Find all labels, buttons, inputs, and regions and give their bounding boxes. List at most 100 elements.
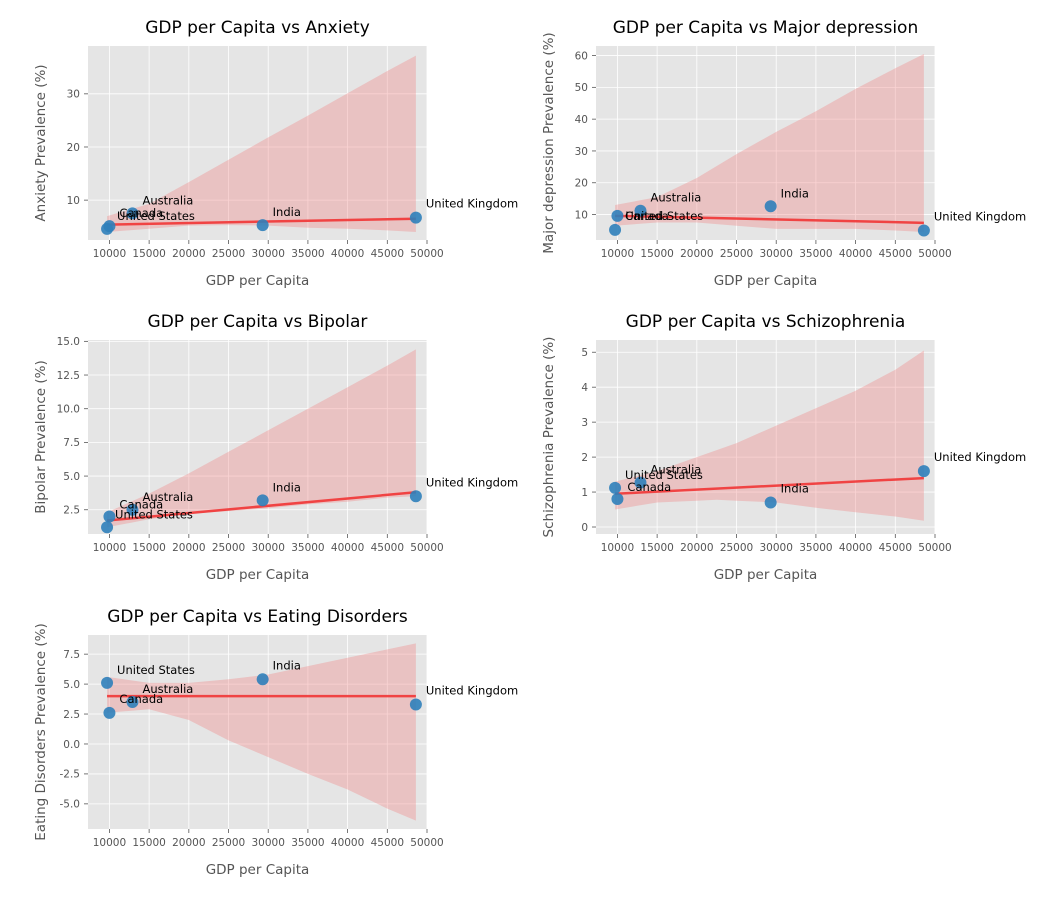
x-tick-label: 25000 (212, 542, 245, 554)
point-united-kingdom (409, 698, 422, 711)
y-tick-label: 5.0 (63, 471, 80, 483)
point-india (256, 494, 269, 507)
point-label-united-states: United States (117, 663, 195, 677)
x-tick-label: 20000 (172, 837, 205, 849)
regression-line (106, 490, 416, 522)
point-canada (611, 493, 624, 506)
x-tick-label: 20000 (680, 542, 713, 554)
x-tick-label: 20000 (680, 248, 713, 260)
chart-title: GDP per Capita vs Bipolar (148, 312, 368, 332)
point-label-australia: Australia (650, 463, 701, 477)
x-tick-label: 10000 (93, 248, 126, 260)
point-label-australia: Australia (142, 193, 193, 207)
x-tick-label: 10000 (93, 837, 126, 849)
y-axis-label: Schizophrenia Prevalence (%) (541, 337, 557, 538)
regression-line (615, 214, 924, 225)
y-axis-label: Eating Disorders Prevalence (%) (33, 623, 49, 840)
x-tick-label: 35000 (799, 542, 832, 554)
point-label-canada: Canada (119, 206, 163, 220)
x-tick-label: 10000 (601, 248, 634, 260)
x-axis-label: GDP per Capita (714, 273, 818, 289)
chart-title: GDP per Capita vs Schizophrenia (626, 312, 906, 332)
point-australia (126, 207, 139, 220)
y-tick-label: 40 (575, 114, 588, 126)
point-label-canada: Canada (625, 209, 669, 223)
x-tick-label: 40000 (331, 542, 364, 554)
point-label-united-states: United States (625, 468, 703, 482)
y-tick-label: 2.5 (63, 505, 80, 517)
point-label-india: India (273, 658, 301, 672)
point-label-india: India (273, 480, 301, 494)
confidence-band (107, 55, 416, 232)
chart-title: GDP per Capita vs Eating Disorders (107, 607, 408, 627)
x-tick-label: 25000 (720, 542, 753, 554)
y-tick-label: 4 (581, 382, 588, 394)
x-tick-label: 15000 (132, 542, 165, 554)
x-tick-label: 30000 (252, 248, 285, 260)
point-label-australia: Australia (142, 682, 193, 696)
x-tick-label: 45000 (371, 837, 404, 849)
y-tick-label: 1 (581, 487, 588, 499)
y-axis-label: Major depression Prevalence (%) (541, 32, 557, 253)
point-united-states (101, 521, 114, 534)
y-tick-label: 60 (575, 50, 588, 62)
point-canada (103, 706, 116, 719)
x-tick-label: 15000 (640, 248, 673, 260)
confidence-band (107, 643, 416, 821)
x-tick-label: 15000 (132, 248, 165, 260)
x-tick-label: 45000 (371, 542, 404, 554)
x-tick-label: 35000 (291, 248, 324, 260)
x-tick-label: 30000 (760, 542, 793, 554)
point-australia (126, 503, 139, 516)
point-label-australia: Australia (650, 191, 701, 205)
y-tick-label: 7.5 (63, 437, 80, 449)
point-india (764, 200, 777, 213)
point-label-united-states: United States (117, 209, 195, 223)
point-label-united-kingdom: United Kingdom (426, 683, 518, 697)
x-tick-label: 10000 (601, 542, 634, 554)
x-tick-label: 35000 (799, 248, 832, 260)
y-tick-label: 10 (67, 195, 80, 207)
point-label-india: India (781, 482, 809, 496)
y-tick-label: 0 (581, 522, 588, 534)
chart-title: GDP per Capita vs Anxiety (145, 18, 370, 38)
x-tick-label: 25000 (212, 248, 245, 260)
x-tick-label: 40000 (331, 837, 364, 849)
point-label-australia: Australia (142, 490, 193, 504)
point-canada (103, 220, 116, 233)
plot-area (88, 46, 427, 240)
confidence-band (615, 54, 924, 232)
y-tick-label: 2 (581, 452, 588, 464)
x-tick-label: 30000 (252, 542, 285, 554)
y-tick-label: 30 (575, 146, 588, 158)
point-australia (126, 696, 139, 709)
point-label-united-kingdom: United Kingdom (426, 475, 518, 489)
y-tick-label: -2.5 (60, 769, 81, 781)
confidence-band (615, 350, 924, 521)
x-tick-label: 40000 (839, 542, 872, 554)
point-label-united-kingdom: United Kingdom (934, 209, 1026, 223)
point-united-kingdom (409, 490, 422, 503)
point-label-united-states: United States (625, 209, 703, 223)
chart-title: GDP per Capita vs Major depression (613, 18, 919, 38)
x-tick-label: 35000 (291, 837, 324, 849)
point-united-states (101, 676, 114, 689)
y-tick-label: 30 (67, 89, 80, 101)
regression-line (614, 476, 924, 496)
x-tick-label: 15000 (132, 837, 165, 849)
point-canada (609, 223, 622, 236)
y-tick-label: 50 (575, 82, 588, 94)
point-label-canada: Canada (627, 480, 671, 494)
x-tick-label: 15000 (640, 542, 673, 554)
x-tick-label: 40000 (839, 248, 872, 260)
point-india (256, 673, 269, 686)
point-india (764, 496, 777, 509)
point-india (256, 219, 269, 232)
x-tick-label: 30000 (252, 837, 285, 849)
x-axis-label: GDP per Capita (714, 567, 818, 583)
x-tick-label: 10000 (93, 542, 126, 554)
